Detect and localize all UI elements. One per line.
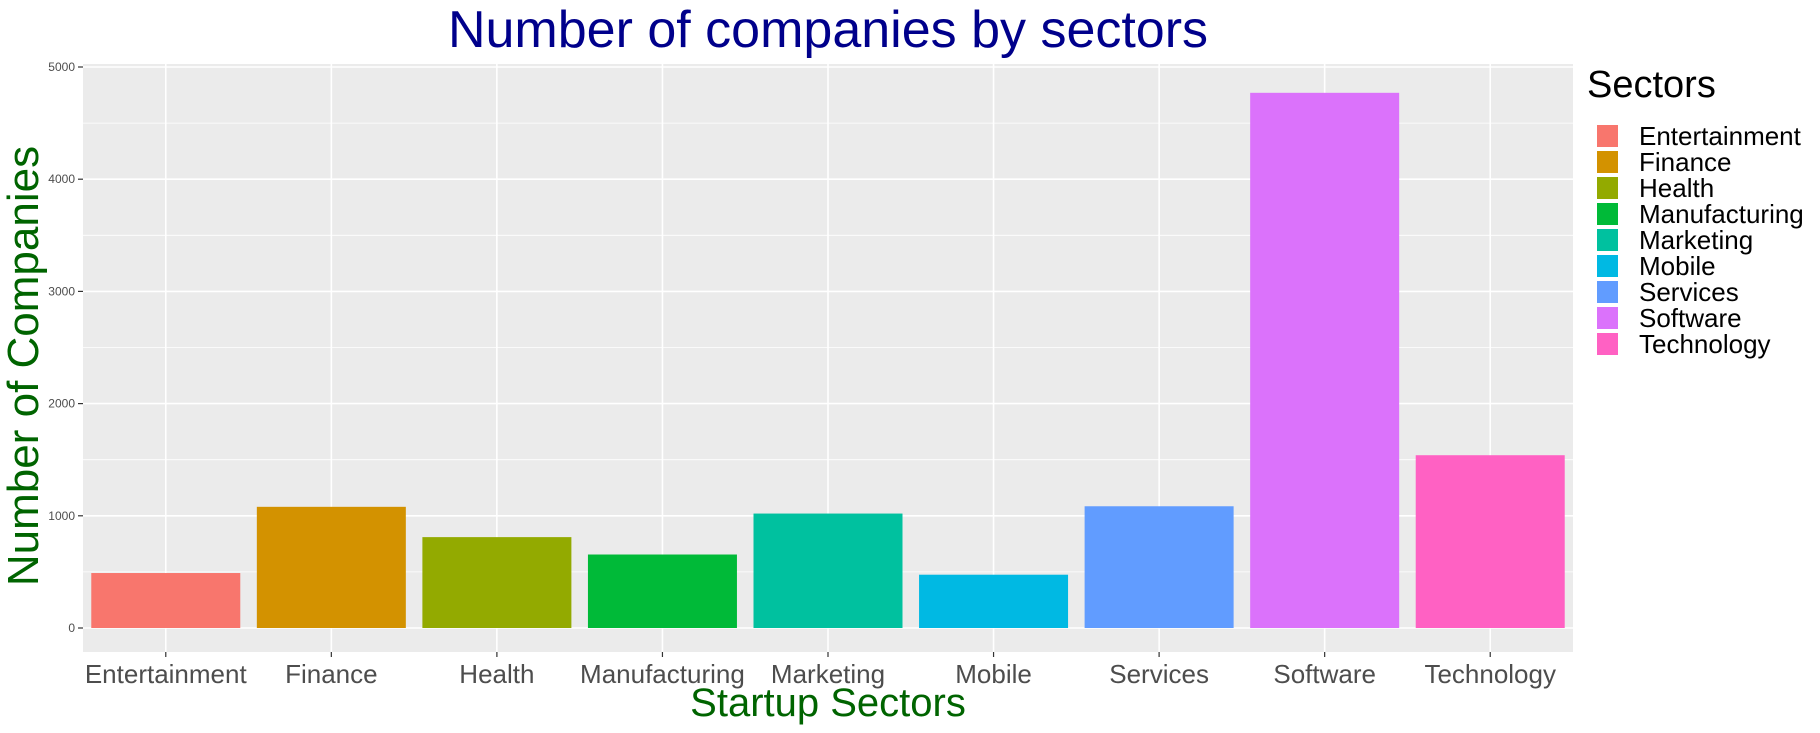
legend-label: Entertainment: [1639, 120, 1801, 151]
x-tick-label: Marketing: [771, 659, 885, 689]
bar-software: [1250, 92, 1400, 628]
chart-title: Number of companies by sectors: [447, 1, 1209, 59]
bar-services: [1084, 506, 1234, 628]
y-tick-label: 2000: [48, 397, 75, 411]
bar-technology: [1415, 455, 1565, 628]
x-tick-label: Technology: [1424, 659, 1556, 689]
y-tick-label: 5000: [48, 60, 75, 74]
x-tick-label: Manufacturing: [580, 659, 745, 689]
legend-item: Manufacturing: [1587, 198, 1817, 229]
x-tick-label: Entertainment: [85, 659, 248, 689]
legend-label: Technology: [1639, 328, 1771, 359]
legend-item: Mobile: [1587, 250, 1817, 281]
x-tick-label: Mobile: [955, 659, 1032, 689]
legend-swatch: [1597, 333, 1618, 355]
legend-swatch: [1597, 151, 1618, 173]
legend-swatch: [1597, 281, 1618, 303]
bar-marketing: [753, 513, 903, 628]
bar-health: [422, 537, 572, 628]
legend-label: Services: [1639, 276, 1739, 307]
legend-item: Services: [1587, 276, 1817, 307]
bar-finance: [256, 506, 406, 628]
legend-label: Manufacturing: [1639, 198, 1804, 229]
legend-item: Marketing: [1587, 224, 1817, 255]
legend-swatch: [1597, 229, 1618, 251]
legend-swatch: [1597, 203, 1618, 225]
bar-mobile: [919, 574, 1069, 628]
legend-title: Sectors: [1587, 64, 1716, 106]
legend-label: Health: [1639, 172, 1715, 203]
legend-item: Entertainment: [1587, 120, 1817, 151]
bar-manufacturing: [587, 554, 737, 628]
bar-entertainment: [91, 573, 241, 628]
legend-label: Finance: [1639, 146, 1732, 177]
x-tick-label: Services: [1109, 659, 1209, 689]
legend-swatch: [1597, 125, 1618, 147]
x-tick-label: Finance: [285, 659, 378, 689]
legend-item: Technology: [1587, 328, 1817, 359]
legend-label: Software: [1639, 302, 1742, 333]
legend-swatch: [1597, 177, 1618, 199]
legend-swatch: [1597, 307, 1618, 329]
legend-label: Marketing: [1639, 224, 1754, 255]
y-axis-label: Number of Companies: [0, 145, 48, 587]
x-tick-label: Health: [459, 659, 534, 689]
y-tick-label: 0: [68, 621, 75, 635]
x-tick-label: Software: [1273, 659, 1376, 689]
legend-item: Finance: [1587, 146, 1817, 177]
legend-items: Entertainment Finance Health Manufacturing M…: [1587, 120, 1817, 359]
legend-label: Mobile: [1639, 250, 1716, 281]
y-tick-label: 3000: [48, 284, 75, 298]
legend-swatch: [1597, 255, 1618, 277]
x-axis-label: Startup Sectors: [690, 681, 966, 725]
legend-item: Software: [1587, 302, 1817, 333]
legend: Sectors Entertainment Finance Health Manufa…: [1587, 63, 1817, 359]
y-tick-label: 4000: [48, 172, 75, 186]
y-tick-label: 1000: [48, 509, 75, 523]
legend-item: Health: [1587, 172, 1817, 203]
